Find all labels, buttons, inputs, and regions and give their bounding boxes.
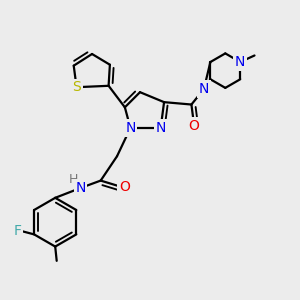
- Text: N: N: [75, 181, 86, 195]
- Text: H: H: [69, 173, 79, 186]
- Text: O: O: [188, 119, 199, 133]
- Text: N: N: [235, 55, 245, 69]
- Text: S: S: [72, 80, 81, 94]
- Text: N: N: [125, 121, 136, 135]
- Text: F: F: [14, 224, 22, 239]
- Text: N: N: [199, 82, 209, 96]
- Text: O: O: [119, 180, 130, 194]
- Text: N: N: [155, 121, 166, 135]
